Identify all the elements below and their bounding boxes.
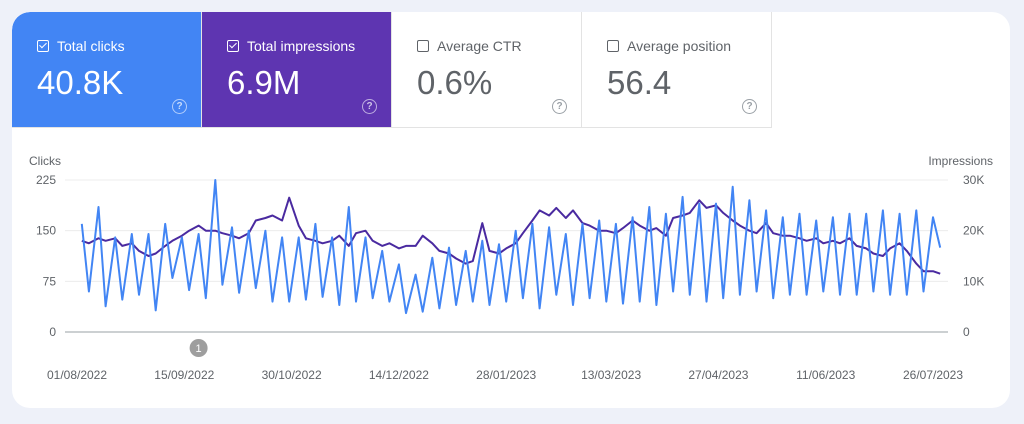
right-tick-label: 10K — [963, 274, 984, 288]
tile-value: 6.9M — [227, 64, 301, 101]
x-tick-label: 15/09/2022 — [154, 368, 214, 382]
annotation-marker — [189, 339, 208, 357]
tile-label: Average CTR — [437, 38, 522, 54]
right-axis-label: Impressions — [928, 154, 993, 168]
left-tick-label: 0 — [49, 325, 56, 339]
checkbox-checked-icon[interactable] — [37, 40, 49, 52]
right-tick-label: 20K — [963, 224, 984, 238]
x-tick-label: 01/08/2022 — [47, 368, 107, 382]
checkbox-checked-icon[interactable] — [227, 40, 239, 52]
metric-tile-average-position[interactable]: Average position 56.4 ? — [582, 12, 772, 128]
x-tick-label: 13/03/2023 — [581, 368, 641, 382]
checkbox-unchecked-icon[interactable] — [417, 40, 429, 52]
annotation-label: 1 — [196, 343, 202, 355]
tile-label: Average position — [627, 38, 732, 54]
metric-tile-total-impressions[interactable]: Total impressions 6.9M ? — [202, 12, 392, 128]
tile-label: Total clicks — [57, 38, 125, 54]
tile-label: Total impressions — [247, 38, 356, 54]
left-tick-label: 150 — [36, 224, 56, 238]
question-circle-icon[interactable]: ? — [362, 99, 377, 114]
x-tick-label: 28/01/2023 — [476, 368, 536, 382]
question-circle-icon[interactable]: ? — [552, 99, 567, 114]
question-circle-icon[interactable]: ? — [172, 99, 187, 114]
question-circle-icon[interactable]: ? — [742, 99, 757, 114]
checkbox-unchecked-icon[interactable] — [607, 40, 619, 52]
left-axis-label: Clicks — [29, 154, 61, 168]
tile-value: 56.4 — [607, 64, 672, 101]
performance-card: Total clicks 40.8K ? Total impressions 6… — [12, 12, 1010, 408]
x-tick-label: 26/07/2023 — [903, 368, 963, 382]
x-tick-label: 14/12/2022 — [369, 368, 429, 382]
tile-value: 40.8K — [37, 64, 124, 101]
metric-tile-average-ctr[interactable]: Average CTR 0.6% ? — [392, 12, 582, 128]
right-tick-label: 0 — [963, 325, 970, 339]
left-tick-label: 225 — [36, 173, 56, 187]
x-tick-label: 11/06/2023 — [796, 368, 855, 382]
left-tick-label: 75 — [43, 274, 57, 288]
series-line-impressions — [81, 196, 941, 275]
metric-tiles: Total clicks 40.8K ? Total impressions 6… — [12, 12, 772, 128]
metric-tile-total-clicks[interactable]: Total clicks 40.8K ? — [12, 12, 202, 128]
x-tick-label: 30/10/2022 — [262, 368, 322, 382]
series-line-clicks — [80, 179, 942, 315]
tile-value: 0.6% — [417, 64, 493, 101]
right-tick-label: 30K — [963, 173, 984, 187]
x-tick-label: 27/04/2023 — [688, 368, 748, 382]
